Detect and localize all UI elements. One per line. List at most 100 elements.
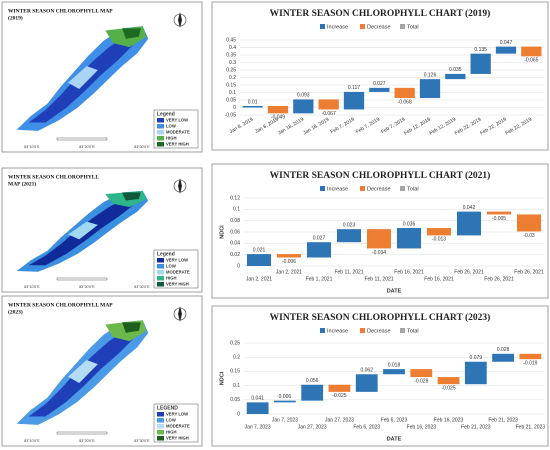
- map-legend-swatch: [157, 118, 164, 123]
- map-legend-swatch: [157, 130, 164, 135]
- data-label: 0.117: [348, 85, 360, 91]
- waterfall-bar: [343, 91, 365, 110]
- waterfall-bar: [457, 211, 481, 236]
- data-label: 0.062: [360, 368, 373, 374]
- data-label: 0.041: [251, 396, 264, 402]
- chart-title: WINTER SEASON CHLOROPHYLL CHART (2019): [270, 8, 491, 19]
- map-legend-box: [153, 403, 199, 443]
- map-area: [16, 190, 149, 272]
- map-area: [16, 26, 149, 131]
- waterfall-bar: [367, 229, 391, 249]
- x-tick-label: Feb 21, 2023: [488, 417, 518, 423]
- map-legend-swatch: [157, 282, 164, 287]
- y-tick-label: 0.05: [230, 397, 240, 403]
- map-legend-label: LOW: [166, 263, 176, 268]
- x-tick-label: Feb 1, 2021: [306, 276, 333, 282]
- waterfall-bar: [437, 377, 460, 385]
- scale-bar: [56, 431, 108, 435]
- coordinate-label: 83°10'0"E: [24, 285, 40, 289]
- y-tick-label: 0.2: [233, 355, 240, 361]
- y-tick-label: 0.25: [230, 340, 240, 346]
- north-arrow: [178, 178, 182, 194]
- waterfall-bar: [383, 369, 405, 375]
- legend-swatch: [400, 24, 405, 29]
- x-tick-label: Feb 16, 2023: [407, 424, 437, 430]
- map-legend-label: MODERATE: [166, 269, 190, 274]
- legend-label: Increase: [327, 186, 348, 192]
- coordinate-label: 83°10'0"E: [24, 439, 40, 443]
- data-label: -0.03: [523, 233, 535, 239]
- x-tick-label: Feb 26, 2021: [454, 269, 484, 275]
- legend-label: Total: [407, 328, 419, 334]
- x-tick-label: Jan 27, 2023: [325, 417, 354, 423]
- data-label: -0.019: [523, 361, 537, 367]
- data-label: 0.056: [306, 378, 319, 384]
- y-tick-label: 0.12: [230, 195, 240, 201]
- north-arrow: [178, 306, 182, 322]
- y-tick-label: 0.05: [226, 97, 236, 103]
- map-frame: [1, 295, 203, 447]
- waterfall-bar: [519, 353, 542, 360]
- very-high-zone: [122, 322, 141, 333]
- x-tick-label: Feb 21, 2023: [461, 424, 491, 430]
- map-title: WINTER SEASON CHLOROPHYLL MAP: [8, 302, 113, 308]
- legend-label: Increase: [327, 24, 348, 30]
- map-legend-swatch: [157, 436, 164, 441]
- map-legend-swatch: [157, 136, 164, 141]
- map-title: (2019): [8, 14, 23, 21]
- legend-swatch: [360, 24, 365, 29]
- map-legend-label: MODERATE: [166, 423, 190, 428]
- data-label: -0.067: [322, 111, 336, 117]
- data-label: -0.005: [492, 216, 506, 222]
- map-legend-label: HIGH: [166, 135, 176, 140]
- map-legend-swatch: [157, 264, 164, 269]
- coordinate-label: 83°30'0"E: [134, 145, 150, 149]
- y-tick-label: 0.15: [226, 82, 236, 88]
- data-label: 0.028: [497, 347, 510, 353]
- data-label: -0.065: [524, 58, 538, 64]
- y-tick-label: 0: [233, 105, 236, 111]
- map-legend-title: Legend: [157, 111, 175, 117]
- map-legend-swatch: [157, 412, 164, 417]
- data-label: -0.034: [372, 250, 386, 256]
- map-frame: [1, 1, 203, 153]
- x-tick-label: Feb 26, 2021: [514, 269, 544, 275]
- x-tick-label: Feb 11, 2021: [334, 269, 363, 275]
- legend-swatch: [320, 186, 325, 191]
- y-tick-label: 0.45: [226, 37, 236, 43]
- waterfall-bar: [337, 229, 361, 243]
- data-label: 0.021: [253, 247, 266, 253]
- chart-title: WINTER SEASON CHLOROPHYLL CHART (2023): [270, 312, 491, 323]
- data-label: 0.135: [474, 47, 487, 53]
- y-tick-label: -0.05: [225, 112, 237, 118]
- x-tick-label: Feb 6, 2023: [353, 424, 380, 430]
- legend-label: Decrease: [367, 24, 391, 30]
- map-legend-swatch: [157, 430, 164, 435]
- waterfall-bar: [397, 228, 421, 249]
- y-tick-label: 0.08: [230, 218, 240, 224]
- north-arrow: [178, 12, 182, 28]
- map-legend-title: Legend: [157, 251, 175, 257]
- waterfall-bar: [328, 384, 351, 392]
- y-tick-label: 0.15: [230, 369, 240, 375]
- data-label: -0.068: [398, 99, 412, 105]
- map-legend-label: LOW: [166, 123, 176, 128]
- map-legend-label: VERY HIGH: [166, 281, 189, 286]
- waterfall-bar: [464, 361, 487, 385]
- very-high-zone: [122, 192, 141, 201]
- waterfall-bar: [495, 46, 517, 54]
- waterfall-bar: [274, 400, 296, 403]
- data-label: 0.126: [424, 72, 437, 78]
- y-tick-label: 0.25: [226, 67, 236, 73]
- waterfall-bar: [419, 79, 441, 99]
- y-axis-label: NDCI: [219, 371, 225, 385]
- legend-swatch: [360, 186, 365, 191]
- waterfall-bar: [470, 53, 491, 74]
- data-label: 0.006: [279, 394, 292, 400]
- coordinate-label: 83°20'0"E: [79, 145, 95, 149]
- chart-frame: [211, 1, 549, 151]
- data-label: -0.025: [332, 393, 346, 399]
- y-tick-label: 0.1: [233, 383, 240, 389]
- map-legend-swatch: [157, 424, 164, 429]
